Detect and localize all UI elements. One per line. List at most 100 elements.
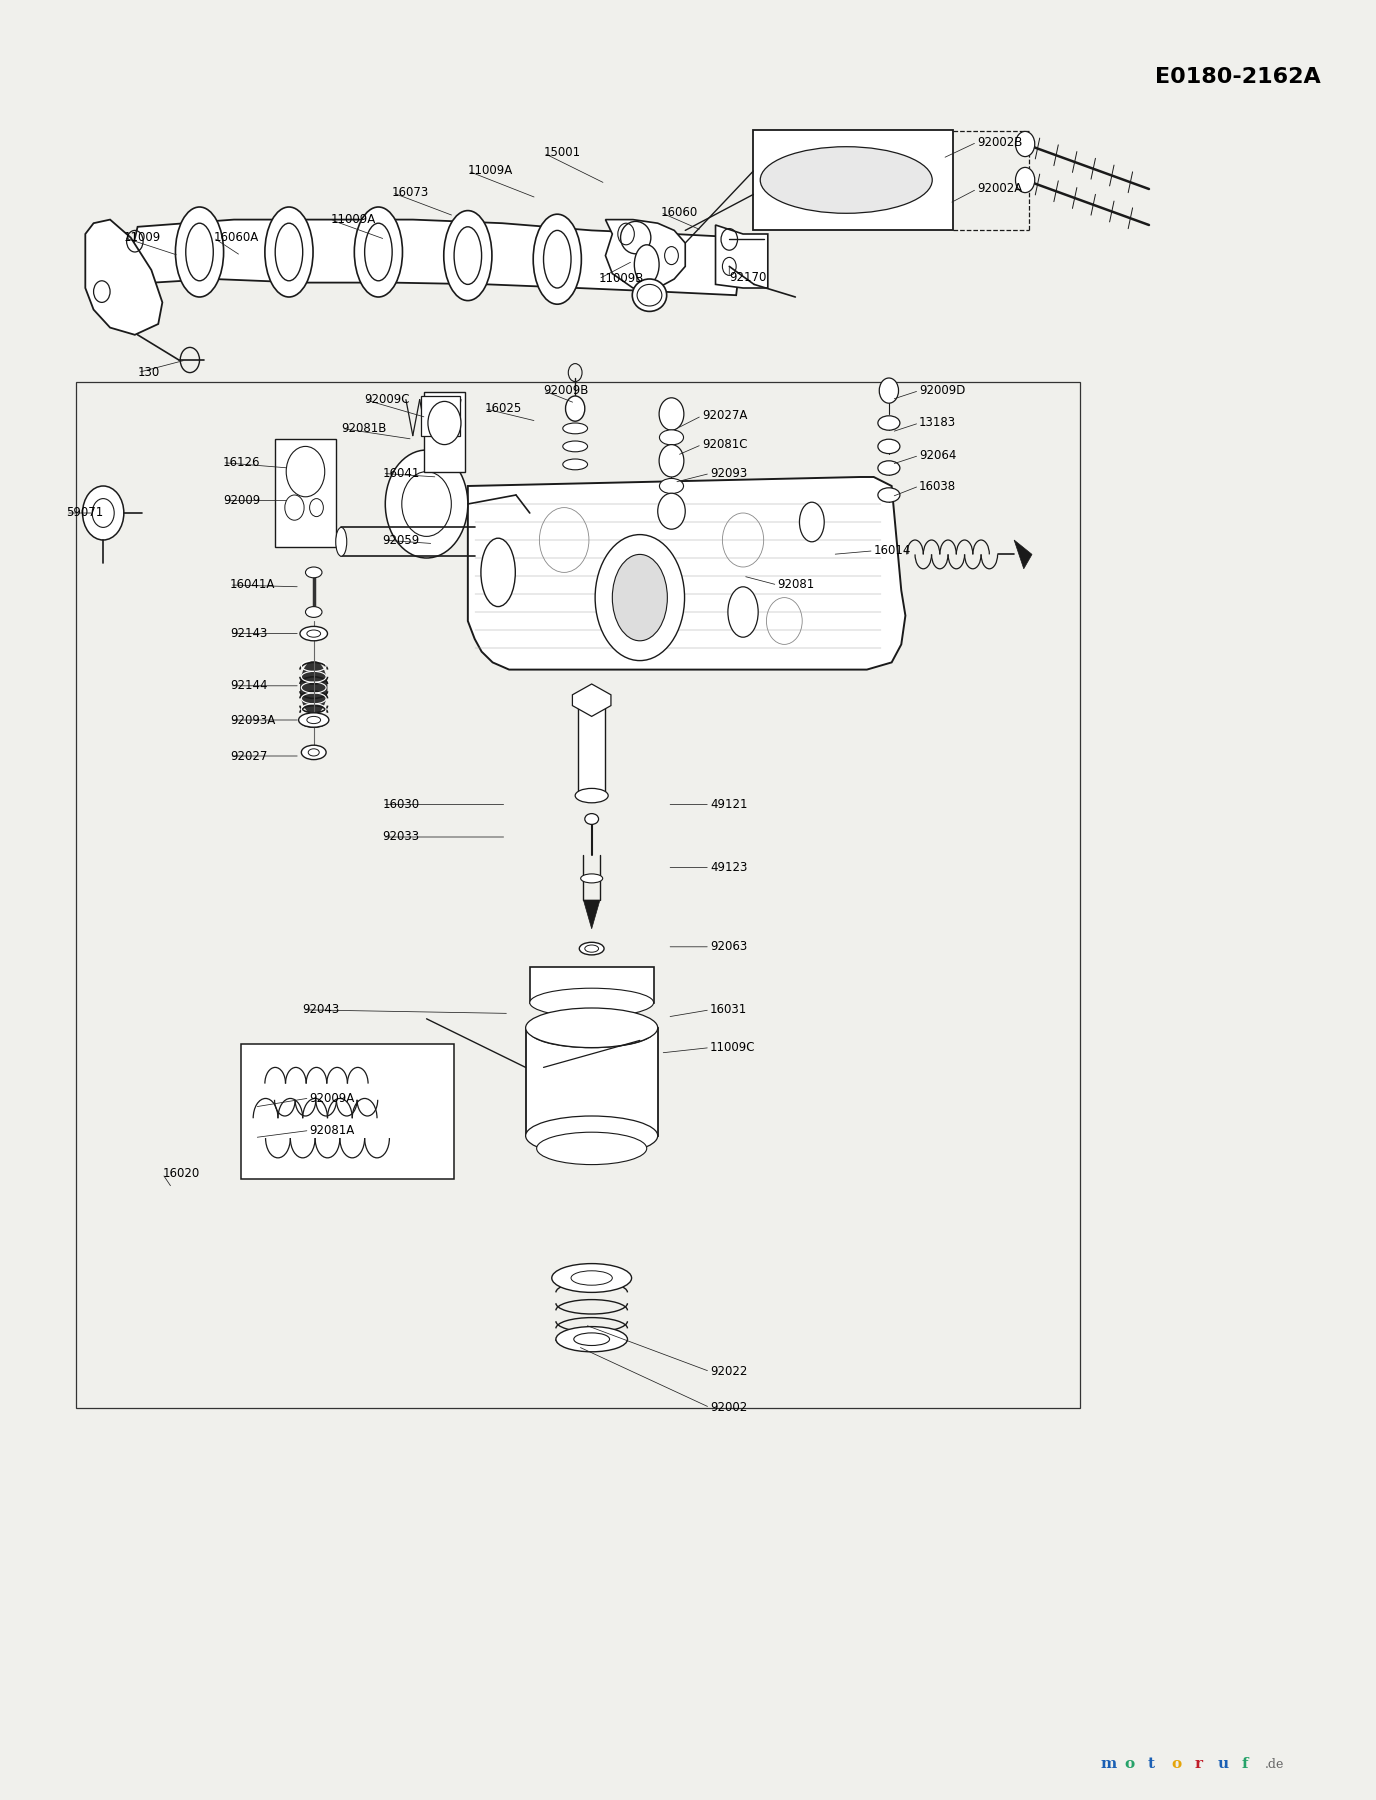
Text: 130: 130 xyxy=(138,365,160,380)
Text: 16060A: 16060A xyxy=(213,230,259,245)
Text: 92064: 92064 xyxy=(919,448,956,463)
Text: 92009: 92009 xyxy=(223,493,260,508)
Text: 16126: 16126 xyxy=(223,455,260,470)
Text: 92093: 92093 xyxy=(710,466,747,481)
Text: 92033: 92033 xyxy=(383,830,420,844)
Text: 92009A: 92009A xyxy=(310,1091,355,1105)
Text: 92063: 92063 xyxy=(710,940,747,954)
Text: 92081C: 92081C xyxy=(702,437,747,452)
Circle shape xyxy=(659,398,684,430)
Text: 92143: 92143 xyxy=(230,626,267,641)
Ellipse shape xyxy=(621,221,651,254)
Text: 16030: 16030 xyxy=(383,797,420,812)
Ellipse shape xyxy=(760,146,933,212)
Text: f: f xyxy=(1241,1757,1248,1771)
Text: u: u xyxy=(1218,1757,1229,1771)
Circle shape xyxy=(659,445,684,477)
Ellipse shape xyxy=(585,814,599,824)
Text: 92027A: 92027A xyxy=(702,409,747,423)
Ellipse shape xyxy=(594,535,685,661)
Text: 92144: 92144 xyxy=(230,679,267,693)
Ellipse shape xyxy=(634,245,659,284)
Text: r: r xyxy=(1194,1757,1203,1771)
Text: m: m xyxy=(1101,1757,1117,1771)
Text: 92081: 92081 xyxy=(777,578,815,592)
Text: 92027: 92027 xyxy=(230,749,267,763)
Ellipse shape xyxy=(300,626,327,641)
Ellipse shape xyxy=(175,207,223,297)
Text: 92009B: 92009B xyxy=(544,383,589,398)
Text: 92170: 92170 xyxy=(729,270,766,284)
Text: 92081A: 92081A xyxy=(310,1123,355,1138)
Bar xyxy=(76,382,1080,1408)
Ellipse shape xyxy=(530,988,654,1017)
Text: 11009A: 11009A xyxy=(468,164,513,178)
Text: 11009C: 11009C xyxy=(710,1040,755,1055)
Bar xyxy=(530,967,654,1003)
Ellipse shape xyxy=(878,416,900,430)
Ellipse shape xyxy=(659,430,684,445)
Ellipse shape xyxy=(556,1327,627,1352)
Ellipse shape xyxy=(878,461,900,475)
Text: 16060: 16060 xyxy=(660,205,698,220)
Ellipse shape xyxy=(552,1264,632,1292)
Ellipse shape xyxy=(300,661,327,715)
Ellipse shape xyxy=(482,538,515,607)
Text: o: o xyxy=(1124,1757,1134,1771)
Ellipse shape xyxy=(563,441,588,452)
Text: 16014: 16014 xyxy=(874,544,911,558)
Ellipse shape xyxy=(443,211,493,301)
Ellipse shape xyxy=(563,423,588,434)
Text: 49123: 49123 xyxy=(710,860,747,875)
Bar xyxy=(275,439,336,547)
Ellipse shape xyxy=(632,279,666,311)
Text: 16020: 16020 xyxy=(162,1166,200,1181)
Polygon shape xyxy=(605,220,685,288)
Ellipse shape xyxy=(526,1008,658,1048)
Ellipse shape xyxy=(264,207,312,297)
Ellipse shape xyxy=(799,502,824,542)
Ellipse shape xyxy=(530,1015,654,1048)
Text: 13183: 13183 xyxy=(919,416,956,430)
Polygon shape xyxy=(583,900,600,929)
Bar xyxy=(754,131,954,229)
Bar xyxy=(578,702,605,796)
Polygon shape xyxy=(124,220,743,295)
Ellipse shape xyxy=(299,713,329,727)
Circle shape xyxy=(566,396,585,421)
Text: 16073: 16073 xyxy=(392,185,429,200)
Text: 16038: 16038 xyxy=(919,479,956,493)
Text: t: t xyxy=(1148,1757,1154,1771)
Ellipse shape xyxy=(301,745,326,760)
Bar xyxy=(424,392,465,472)
Text: 92009D: 92009D xyxy=(919,383,966,398)
Text: 11009A: 11009A xyxy=(330,212,376,227)
Circle shape xyxy=(1015,131,1035,157)
Text: 15001: 15001 xyxy=(544,146,581,160)
Text: 92081B: 92081B xyxy=(341,421,387,436)
Polygon shape xyxy=(716,225,768,288)
Text: o: o xyxy=(1171,1757,1181,1771)
Text: 92002B: 92002B xyxy=(977,135,1022,149)
Circle shape xyxy=(385,450,468,558)
Text: 92043: 92043 xyxy=(303,1003,340,1017)
Text: 92002A: 92002A xyxy=(977,182,1022,196)
Circle shape xyxy=(879,378,899,403)
Circle shape xyxy=(428,401,461,445)
Bar xyxy=(526,1028,658,1136)
Bar xyxy=(421,396,460,436)
Text: 11009B: 11009B xyxy=(599,272,644,286)
Text: 16031: 16031 xyxy=(710,1003,747,1017)
Text: 11009: 11009 xyxy=(124,230,161,245)
Text: 92059: 92059 xyxy=(383,533,420,547)
Polygon shape xyxy=(468,477,905,670)
Circle shape xyxy=(1015,167,1035,193)
Ellipse shape xyxy=(305,607,322,617)
Text: 92022: 92022 xyxy=(710,1364,747,1379)
Ellipse shape xyxy=(612,554,667,641)
Ellipse shape xyxy=(534,214,582,304)
Ellipse shape xyxy=(878,439,900,454)
Text: 49121: 49121 xyxy=(710,797,747,812)
Text: .de: .de xyxy=(1265,1759,1284,1771)
Text: 59071: 59071 xyxy=(66,506,103,520)
